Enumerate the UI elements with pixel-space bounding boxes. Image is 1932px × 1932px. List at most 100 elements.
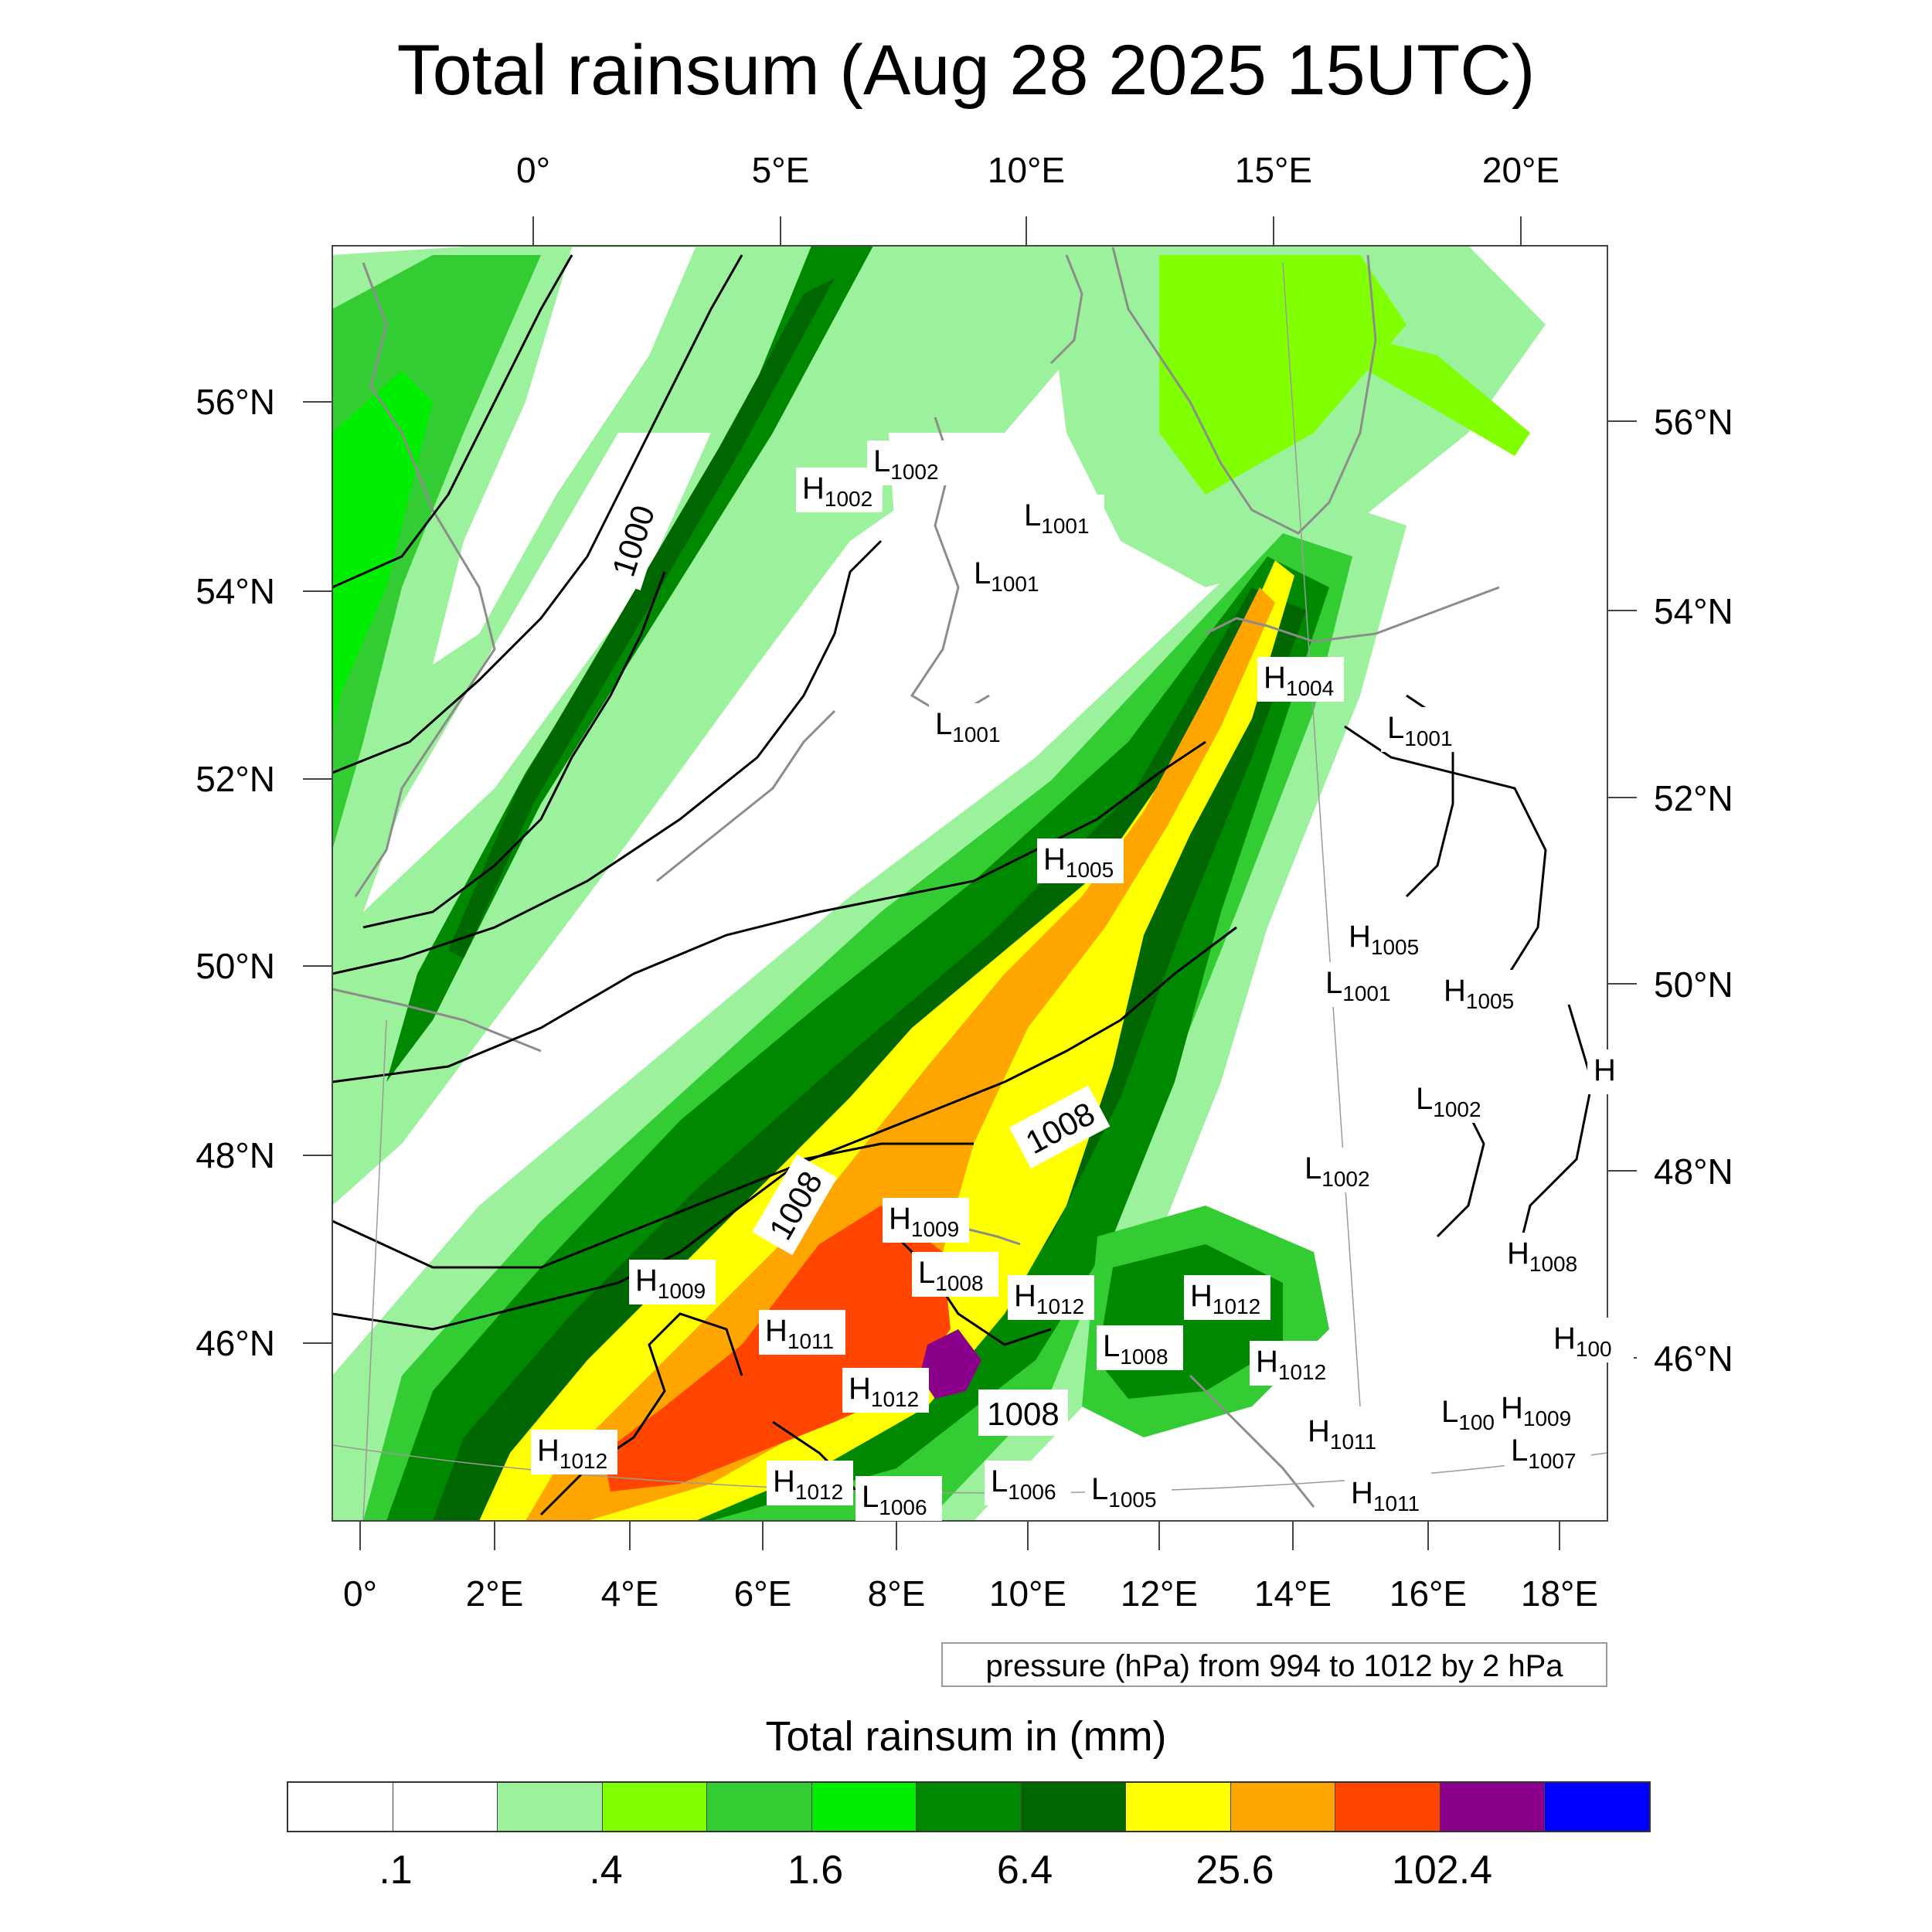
pressure-label-text: L1006 <box>991 1464 1056 1504</box>
rain-band-darkest-nw <box>448 278 835 958</box>
low-pressure-label: L1001 <box>1381 707 1468 752</box>
left-lat-label: 56°N <box>196 382 275 422</box>
pressure-label-box <box>1342 916 1429 961</box>
top-lon-label: 20°E <box>1482 150 1560 190</box>
pressure-label-box <box>629 1260 716 1304</box>
colorbar-box <box>1021 1783 1127 1831</box>
low-pressure-label: L1002 <box>1410 1078 1496 1123</box>
pressure-label-text: L1002 <box>873 444 939 484</box>
high-pressure-label: H1009 <box>883 1198 969 1243</box>
pressure-label-box <box>867 440 954 485</box>
pressure-label-text: L1005 <box>1091 1472 1157 1512</box>
contour-labels: 1000 1008 1008 1008 <box>596 490 1111 1436</box>
pressure-label-box <box>968 553 1054 597</box>
pressure-label-text: H1005 <box>1444 974 1514 1013</box>
bottom-lon-label: 14°E <box>1254 1573 1332 1614</box>
pressure-centers: H1002L1002L1001L1001L1001H1004L1001H1005… <box>531 440 1634 1521</box>
right-lat-label: 56°N <box>1654 402 1733 442</box>
pressure-label-text: H1009 <box>635 1264 706 1303</box>
pressure-label-text: H1012 <box>773 1464 843 1504</box>
left-lat-label: 46°N <box>196 1323 275 1363</box>
bottom-ticks <box>359 1521 1560 1550</box>
high-pressure-label: H100 <box>1547 1318 1634 1362</box>
left-lat-labels: 56°N 54°N 52°N 50°N 48°N 46°N <box>196 382 275 1363</box>
pressure-label-text: L100 <box>1441 1395 1495 1434</box>
pressure-label-box <box>1301 1410 1388 1455</box>
pressure-label-box <box>1547 1318 1634 1362</box>
pressure-label-text: L1007 <box>1511 1434 1577 1473</box>
contour-label-1008-c: 1008 <box>978 1389 1068 1436</box>
colorbar-label: 6.4 <box>996 1848 1053 1893</box>
pressure-label-text: L1001 <box>1024 498 1090 538</box>
colorbar-box <box>1230 1783 1336 1831</box>
pressure-label-text: H1012 <box>849 1372 919 1411</box>
pressure-label-box <box>1319 962 1406 1007</box>
pressure-label-text: L1001 <box>974 556 1039 596</box>
bottom-lon-label: 2°E <box>466 1573 524 1614</box>
map-title: Total rainsum (Aug 28 2025 15UTC) <box>396 31 1536 110</box>
high-pressure-label: H <box>1587 1049 1618 1094</box>
pressure-label-box <box>1184 1275 1270 1320</box>
high-pressure-label: H1012 <box>531 1430 617 1475</box>
low-pressure-label: L1006 <box>985 1461 1071 1505</box>
coastline-france <box>332 988 542 1053</box>
high-pressure-label: H1009 <box>1495 1387 1581 1432</box>
pressure-label-text: H1004 <box>1264 661 1334 700</box>
low-pressure-label: L1006 <box>855 1476 942 1521</box>
low-pressure-label: L1001 <box>968 553 1054 597</box>
colorbar-label: .4 <box>589 1848 623 1893</box>
colorbar-box <box>707 1783 812 1831</box>
pressure-label-text: H1011 <box>1351 1476 1420 1515</box>
high-pressure-label: H1012 <box>1008 1275 1094 1320</box>
pressure-label-text: L1008 <box>918 1256 984 1295</box>
isobar-5 <box>332 926 1237 1269</box>
pressure-label-text: L1001 <box>935 707 1001 747</box>
low-pressure-label: L1005 <box>1085 1468 1172 1513</box>
colorbar-label: .1 <box>379 1848 413 1893</box>
colorbar-box <box>602 1783 708 1831</box>
pressure-label-text: H100 <box>1553 1321 1612 1361</box>
pressure-label-box <box>883 1198 969 1243</box>
pressure-label-text: H1005 <box>1349 920 1419 959</box>
bottom-lon-label: 8°E <box>868 1573 926 1614</box>
pressure-label-text: H1011 <box>765 1314 834 1353</box>
pressure-label-box <box>1257 657 1344 702</box>
bottom-lon-label: 16°E <box>1389 1573 1467 1614</box>
right-ticks <box>1607 420 1637 1359</box>
contour-label-box <box>596 490 668 590</box>
pressure-label-box <box>1085 1468 1172 1513</box>
high-pressure-label: H1005 <box>1037 838 1124 883</box>
pressure-label-box <box>1501 1233 1587 1277</box>
pressure-label-text: L1006 <box>862 1480 927 1519</box>
isobar-4 <box>332 740 1206 1083</box>
high-pressure-label: H1005 <box>1342 916 1429 961</box>
pressure-label-box <box>855 1476 942 1521</box>
pressure-label-text: H1009 <box>889 1202 959 1241</box>
right-lat-label: 46°N <box>1654 1338 1733 1379</box>
dry-area-north <box>433 247 696 665</box>
pressure-label-text: L1002 <box>1416 1082 1481 1121</box>
pressure-label-box <box>1250 1341 1336 1386</box>
colorbar-label: 25.6 <box>1196 1848 1274 1893</box>
colorbar-box <box>1126 1783 1231 1831</box>
high-pressure-label: H1012 <box>1250 1341 1336 1386</box>
colorbar-label: 1.6 <box>787 1848 844 1893</box>
contour-label-box <box>978 1389 1068 1436</box>
low-pressure-label: L1001 <box>1018 495 1104 539</box>
isobar-east-4 <box>1513 1004 1594 1268</box>
pressure-label-text: H1012 <box>1014 1279 1084 1318</box>
pressure-label-text: H <box>1594 1053 1616 1087</box>
low-pressure-label: L1001 <box>1319 962 1406 1007</box>
pressure-label-text: H1011 <box>1308 1414 1376 1454</box>
low-pressure-label: L1002 <box>867 440 954 485</box>
pressure-label-box <box>1587 1049 1618 1094</box>
colorbar-box <box>288 1783 393 1831</box>
plot-frame <box>332 245 1608 1522</box>
coastlines <box>332 247 1500 1508</box>
isobar-1 <box>332 254 573 589</box>
bottom-lon-label: 12°E <box>1121 1573 1198 1614</box>
pressure-label-box <box>767 1461 853 1505</box>
pressure-label-text: H1008 <box>1507 1236 1577 1276</box>
high-pressure-label: H1011 <box>1345 1472 1431 1517</box>
